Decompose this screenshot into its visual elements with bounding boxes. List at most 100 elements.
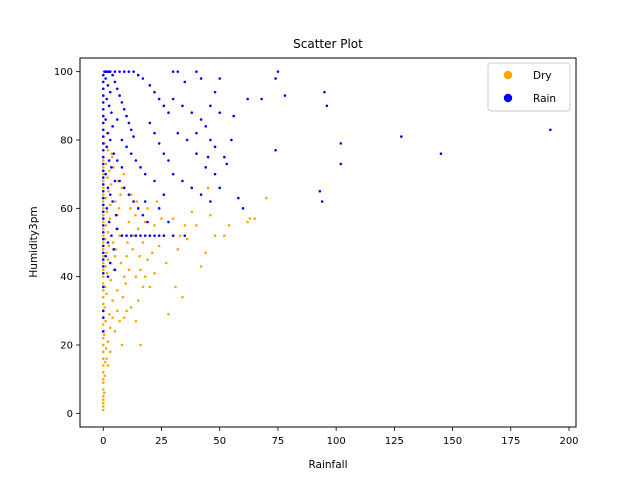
data-point-rain-98 <box>136 207 140 210</box>
chart-title: Scatter Plot <box>293 37 363 51</box>
data-point-dry-146 <box>139 343 142 347</box>
data-point-rain-5 <box>101 107 105 111</box>
data-point-dry-87 <box>110 152 113 155</box>
data-point-dry-31 <box>101 213 105 217</box>
data-point-rain-176 <box>206 155 210 159</box>
data-point-rain-70 <box>111 73 114 77</box>
data-point-dry-120 <box>174 285 177 289</box>
data-point-dry-29 <box>101 227 105 231</box>
data-point-rain-145 <box>223 155 226 159</box>
points-layer <box>101 70 552 412</box>
data-point-dry-73 <box>111 299 114 302</box>
data-point-dry-154 <box>105 357 108 360</box>
data-point-rain-166 <box>318 189 322 193</box>
data-point-rain-64 <box>106 241 110 244</box>
data-point-rain-40 <box>104 77 107 80</box>
data-point-rain-79 <box>132 135 135 138</box>
data-point-rain-14 <box>101 169 105 173</box>
data-point-dry-121 <box>176 248 180 251</box>
data-point-rain-10 <box>101 142 105 145</box>
data-point-rain-175 <box>195 131 198 135</box>
data-point-dry-99 <box>129 193 133 196</box>
data-point-rain-90 <box>129 152 133 155</box>
data-point-rain-27 <box>101 258 105 261</box>
data-point-dry-41 <box>103 374 106 378</box>
data-point-dry-103 <box>135 200 139 203</box>
data-point-rain-91 <box>134 159 138 162</box>
data-point-dry-34 <box>101 193 105 196</box>
x-tick-label-175: 175 <box>501 436 520 447</box>
data-point-dry-27 <box>101 241 105 244</box>
data-point-dry-94 <box>124 282 127 285</box>
data-point-dry-0 <box>101 408 105 412</box>
legend-box <box>487 62 571 112</box>
data-point-dry-53 <box>107 244 111 248</box>
data-point-dry-6 <box>101 381 105 384</box>
data-point-dry-82 <box>119 193 122 196</box>
x-tick-label-100: 100 <box>327 436 346 447</box>
data-point-rain-11 <box>101 148 105 152</box>
data-point-rain-124 <box>167 159 170 162</box>
data-point-rain-177 <box>213 145 217 149</box>
data-point-rain-141 <box>185 138 189 142</box>
data-point-rain-65 <box>112 248 116 251</box>
data-point-dry-144 <box>134 319 138 323</box>
data-point-rain-25 <box>101 244 105 248</box>
data-point-rain-61 <box>107 220 111 224</box>
data-point-rain-136 <box>218 77 222 80</box>
data-point-dry-155 <box>122 316 126 319</box>
data-point-rain-113 <box>115 159 119 162</box>
data-point-dry-65 <box>104 162 108 166</box>
data-point-rain-168 <box>323 90 326 94</box>
data-point-dry-54 <box>103 237 107 241</box>
data-point-rain-119 <box>167 111 170 114</box>
data-point-dry-10 <box>101 357 105 360</box>
data-point-rain-47 <box>111 125 114 128</box>
data-point-dry-33 <box>101 200 105 203</box>
data-point-dry-3 <box>101 398 105 401</box>
data-point-dry-50 <box>104 265 107 268</box>
data-point-rain-139 <box>218 111 222 114</box>
data-point-dry-101 <box>132 234 136 237</box>
data-point-rain-82 <box>122 70 126 73</box>
data-point-dry-86 <box>112 166 115 169</box>
data-point-dry-109 <box>146 207 149 210</box>
data-point-rain-13 <box>101 162 105 166</box>
data-point-dry-63 <box>106 176 109 179</box>
data-point-rain-158 <box>157 207 161 210</box>
data-point-rain-67 <box>108 261 112 265</box>
data-point-rain-68 <box>113 268 117 272</box>
data-point-rain-135 <box>213 90 217 94</box>
data-point-dry-8 <box>101 371 105 374</box>
data-point-dry-61 <box>107 189 110 193</box>
data-point-rain-133 <box>199 118 203 121</box>
data-point-rain-83 <box>127 70 131 73</box>
data-point-rain-164 <box>283 94 287 97</box>
data-point-dry-150 <box>115 309 119 313</box>
data-point-dry-35 <box>101 186 105 190</box>
data-point-rain-86 <box>141 77 145 80</box>
data-point-rain-57 <box>108 193 112 196</box>
data-point-dry-7 <box>101 377 105 381</box>
data-point-rain-153 <box>199 193 203 196</box>
data-point-rain-122 <box>157 142 161 145</box>
x-axis-label: Rainfall <box>308 459 347 471</box>
data-point-dry-43 <box>104 347 108 350</box>
data-point-dry-40 <box>102 391 106 395</box>
data-point-dry-124 <box>183 224 187 227</box>
data-point-rain-126 <box>176 70 180 73</box>
data-point-rain-162 <box>274 77 277 80</box>
data-point-rain-1 <box>101 80 105 84</box>
data-point-rain-142 <box>195 152 198 155</box>
data-point-dry-47 <box>105 292 108 296</box>
data-point-dry-72 <box>108 312 111 316</box>
data-point-dry-91 <box>122 275 126 278</box>
data-point-dry-159 <box>153 271 156 275</box>
data-point-dry-11 <box>101 350 105 354</box>
data-point-dry-98 <box>129 207 132 210</box>
data-point-rain-105 <box>139 234 142 237</box>
data-point-rain-12 <box>101 155 105 159</box>
y-axis-label: Humidity3pm <box>28 206 40 277</box>
data-point-dry-118 <box>167 312 170 316</box>
data-point-dry-42 <box>103 360 107 364</box>
